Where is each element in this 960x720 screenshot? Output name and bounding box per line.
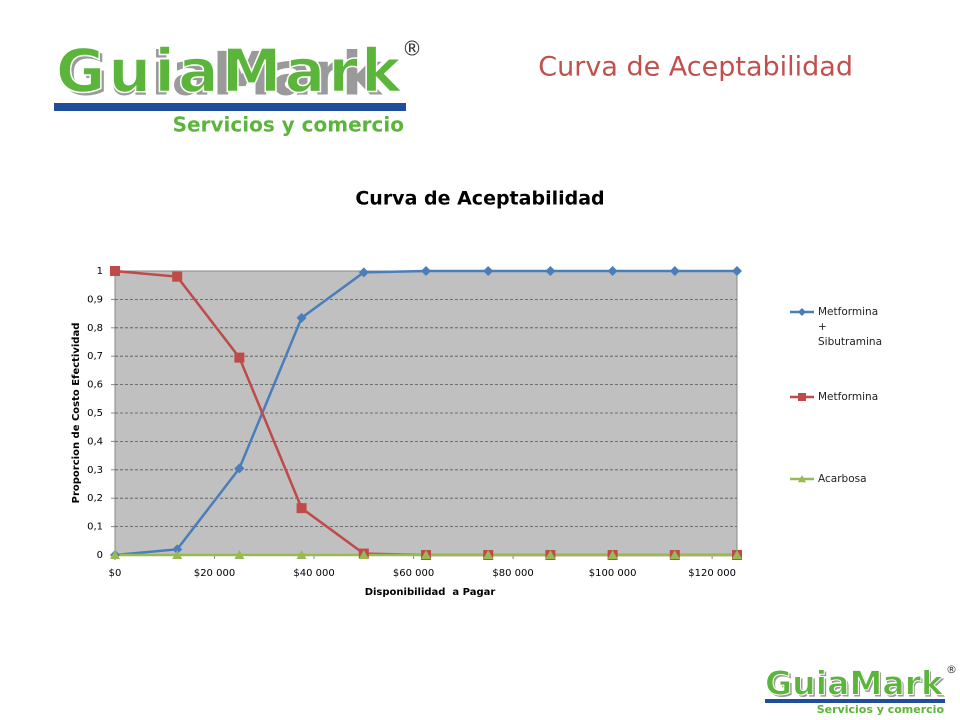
logo-tagline: Servicios y comercio xyxy=(817,703,945,716)
marker xyxy=(234,352,245,363)
x-tick-label: $100 000 xyxy=(589,568,637,579)
logo-shadow: GuiaMark xyxy=(59,40,384,110)
marker xyxy=(669,550,680,559)
marker xyxy=(172,550,183,559)
legend-item: Metformina xyxy=(790,390,890,405)
y-tick-label: 1 xyxy=(97,266,103,277)
logo-large: GuiaMark GuiaMark ® Servicios y comercio xyxy=(54,36,422,137)
x-tick-label: $20 000 xyxy=(194,568,235,579)
marker xyxy=(358,267,369,278)
legend-swatch xyxy=(790,475,814,483)
marker xyxy=(545,266,556,276)
marker xyxy=(732,550,742,559)
y-tick-label: 0,6 xyxy=(87,380,103,391)
marker xyxy=(798,393,806,401)
y-tick-label: 0 xyxy=(97,550,103,561)
legend-label: Metformina xyxy=(818,391,879,403)
x-tick-label: $60 000 xyxy=(393,568,434,579)
marker xyxy=(296,550,307,559)
marker xyxy=(234,463,245,474)
marker xyxy=(172,271,183,282)
legend-label: Acarbosa xyxy=(818,473,867,485)
logo-small: GuiaMark GuiaMark ® Servicios y comercio xyxy=(765,663,958,716)
logo-mark: ® xyxy=(402,37,422,61)
x-axis-title: Disponibilidad a Pagar xyxy=(365,587,496,598)
marker xyxy=(545,550,556,559)
marker xyxy=(607,550,618,559)
marker xyxy=(798,308,806,316)
marker xyxy=(421,550,431,559)
x-tick-label: $0 xyxy=(109,568,122,579)
logo-name: GuiaMark xyxy=(56,37,403,107)
y-tick-label: 0,4 xyxy=(87,436,103,447)
marker xyxy=(110,266,120,276)
chart-title: Curva de Aceptabilidad xyxy=(355,188,604,210)
legend-label: Metformina + Sibutramina xyxy=(818,306,883,348)
marker xyxy=(110,550,120,559)
marker xyxy=(669,266,680,276)
y-tick-label: 0,3 xyxy=(87,465,103,476)
y-tick-label: 0,9 xyxy=(87,294,103,305)
x-tick-label: $120 000 xyxy=(688,568,736,579)
marker xyxy=(296,503,307,514)
y-tick-label: 0,5 xyxy=(87,408,103,419)
logo-mark: ® xyxy=(946,663,957,676)
marker xyxy=(358,550,369,559)
legend-swatch xyxy=(790,308,814,316)
y-tick-label: 0,7 xyxy=(87,351,103,362)
x-tick-label: $80 000 xyxy=(492,568,533,579)
y-axis-title: Proporcion de Costo Efectividad xyxy=(71,323,82,504)
logo-bar xyxy=(54,103,406,111)
marker xyxy=(296,312,307,323)
legend-item: Metformina + Sibutramina xyxy=(790,305,890,350)
logo-bar xyxy=(765,699,945,703)
logo-tagline: Servicios y comercio xyxy=(173,113,404,137)
x-tick-label: $40 000 xyxy=(293,568,334,579)
marker xyxy=(234,550,245,559)
logo-name: GuiaMark xyxy=(765,664,944,703)
marker xyxy=(172,544,183,555)
y-tick-label: 0,2 xyxy=(87,493,103,504)
marker xyxy=(732,266,742,276)
marker xyxy=(483,266,494,276)
marker xyxy=(798,475,806,483)
marker xyxy=(607,266,618,276)
marker xyxy=(421,266,431,276)
slide-title: Curva de Aceptabilidad xyxy=(538,52,853,83)
y-tick-label: 0,8 xyxy=(87,323,103,334)
y-tick-label: 0,1 xyxy=(87,522,103,533)
marker xyxy=(483,550,494,559)
logo-shadow: GuiaMark xyxy=(767,666,946,705)
legend-swatch xyxy=(790,393,814,401)
legend-item: Acarbosa xyxy=(790,472,890,487)
